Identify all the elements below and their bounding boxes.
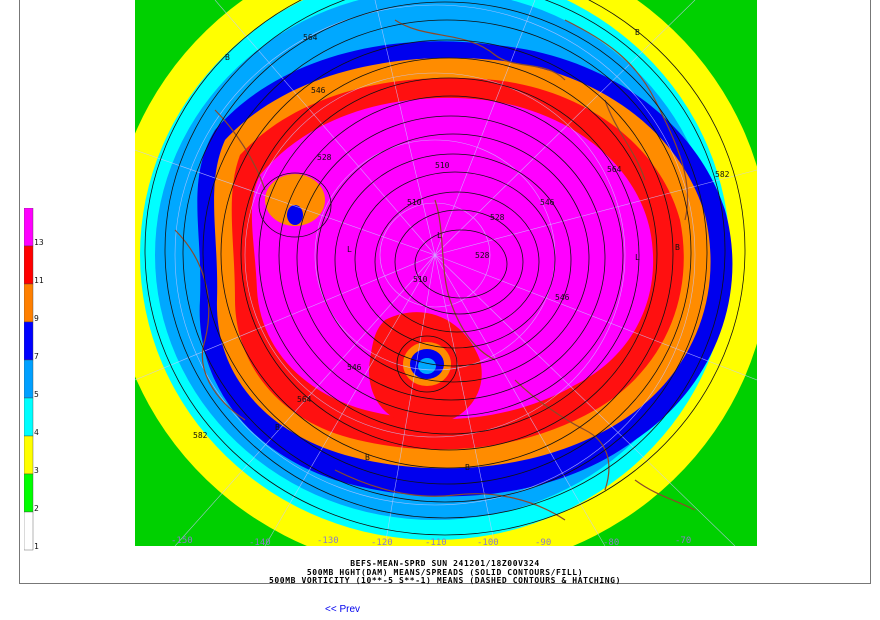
- legend-label: 2: [34, 504, 39, 513]
- spread-blue-spot-1c: [418, 358, 436, 374]
- contour-label: 510: [435, 161, 450, 170]
- contour-label: 546: [347, 363, 362, 372]
- legend-swatch: [24, 511, 34, 551]
- legend-swatch: [24, 435, 34, 475]
- vorticity-marker: L: [347, 245, 352, 254]
- contour-label: 564: [303, 33, 318, 42]
- contour-label-group: 564 546 528 510 510 528 546 564 582 546 …: [193, 33, 730, 440]
- map-caption: BEFS-MEAN-SPRD SUN 241201/18Z00V324 500M…: [19, 559, 871, 586]
- legend-label: 7: [34, 352, 39, 361]
- contour-label: 564: [297, 395, 312, 404]
- contour-label: 546: [555, 293, 570, 302]
- contour-label: 510: [407, 198, 422, 207]
- vorticity-marker: B: [675, 243, 680, 252]
- contour-label: 528: [475, 251, 490, 260]
- vorticity-marker: B: [465, 463, 470, 472]
- longitude-label: -140: [249, 538, 271, 546]
- legend-label: 13: [34, 238, 44, 247]
- coastlines: [174, 19, 696, 521]
- contour-label: 582: [715, 170, 730, 179]
- color-legend: 13 11 9 7 5 4 3 2 1: [24, 208, 44, 551]
- legend-label: 5: [34, 390, 39, 399]
- longitude-label: -130: [317, 536, 339, 546]
- legend-label: 4: [34, 428, 39, 437]
- caption-height-line: 500MB HGHT(DAM) MEANS/SPREADS (SOLID CON…: [306, 567, 584, 577]
- vorticity-marker: B: [365, 453, 370, 462]
- longitude-label: -100: [477, 538, 499, 546]
- longitude-label: -70: [675, 536, 691, 546]
- legend-swatch: [24, 208, 34, 247]
- contour-label: 528: [490, 213, 505, 222]
- longitude-label: -120: [371, 538, 393, 546]
- contour-label: 564: [607, 165, 622, 174]
- contour-label: 546: [311, 86, 326, 95]
- spread-blue-spot-2: [287, 205, 303, 225]
- longitude-label: -90: [535, 538, 551, 546]
- vorticity-marker: L: [437, 231, 442, 240]
- legend-swatch: [24, 321, 34, 361]
- vorticity-marker: B: [225, 53, 230, 62]
- vorticity-marker: B: [275, 423, 280, 432]
- vorticity-marker-group: L L L B B B B B B: [225, 28, 680, 472]
- longitude-label-group: -150 -140 -130 -120 -110 -100 -90 -80 -7…: [171, 536, 691, 546]
- contour-label: 510: [413, 275, 428, 284]
- height-contours: [144, 0, 746, 536]
- product-title: BEFS-MEAN-SPRD SUN 241201/18Z00V324: [350, 559, 540, 568]
- legend-swatch: [24, 283, 34, 323]
- spread-core-magenta: [251, 97, 654, 420]
- vorticity-marker: B: [635, 28, 640, 37]
- prev-link[interactable]: << Prev: [325, 604, 361, 615]
- legend-swatch: [24, 359, 34, 399]
- longitude-label: -80: [603, 538, 619, 546]
- spread-orange-spot-2: [265, 174, 325, 226]
- legend-labels: 13 11 9 7 5 4 3 2 1: [34, 238, 44, 551]
- legend-swatch: [24, 473, 34, 513]
- legend-label: 3: [34, 466, 39, 475]
- legend-label: 9: [34, 314, 39, 323]
- contour-label: 546: [540, 198, 555, 207]
- hemisphere-map: 564 546 528 510 510 528 546 564 582 546 …: [135, 0, 757, 546]
- longitude-label: -110: [425, 538, 447, 546]
- legend-label: 11: [34, 276, 44, 285]
- legend-swatch: [24, 245, 34, 285]
- contour-label: 528: [317, 153, 332, 162]
- legend-swatches: [24, 208, 34, 551]
- contour-label: 582: [193, 431, 208, 440]
- legend-swatch: [24, 397, 34, 437]
- vorticity-marker: L: [635, 253, 640, 262]
- legend-label: 1: [34, 542, 39, 551]
- longitude-label: -150: [171, 536, 193, 546]
- caption-vorticity-line: 500MB VORTICITY (10**-5 S**-1) MEANS (DA…: [268, 576, 622, 585]
